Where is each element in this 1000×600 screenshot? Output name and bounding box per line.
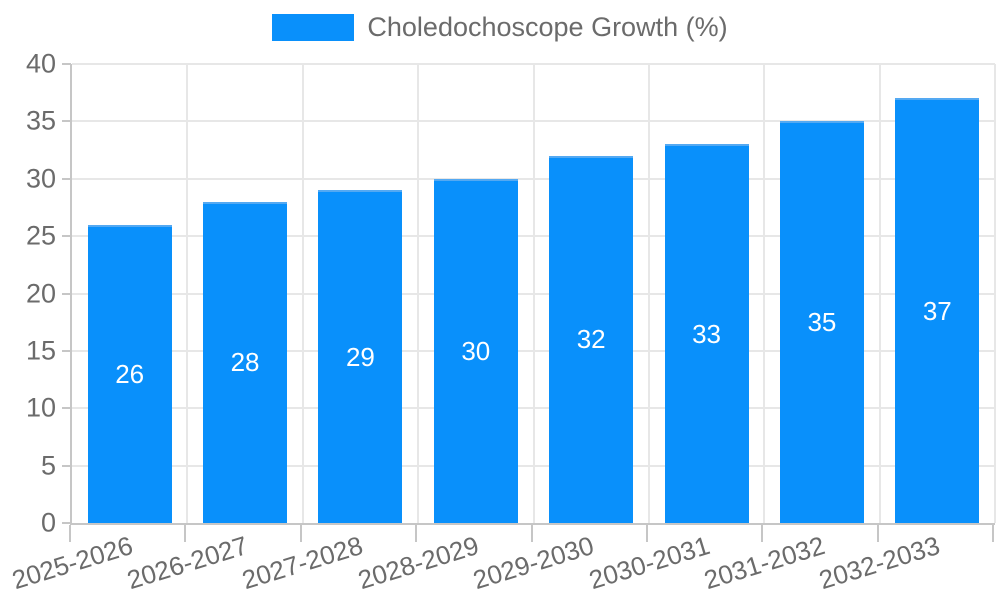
gridline-v [417, 64, 420, 523]
bar [779, 121, 864, 523]
y-axis-label: 40 [25, 48, 56, 79]
bar [318, 190, 403, 523]
x-tick [184, 525, 187, 542]
y-tick [62, 177, 71, 180]
y-axis-label: 20 [25, 278, 56, 308]
y-axis-label: 35 [25, 105, 56, 136]
bar-value-label: 35 [807, 307, 837, 338]
y-tick [62, 63, 71, 65]
legend-swatch-icon [272, 14, 355, 41]
y-axis-label: 10 [25, 392, 56, 423]
bar [203, 201, 288, 523]
bar-value-label: 29 [345, 341, 375, 372]
bar [87, 224, 172, 523]
legend-label: Choledochoscope Growth (%) [367, 12, 728, 42]
bar-value-label: 32 [576, 324, 606, 355]
bar-value-label: 37 [922, 295, 952, 326]
bar-value-label: 26 [115, 358, 145, 389]
y-tick [62, 349, 71, 352]
x-tick [299, 525, 302, 542]
bar-value-label: 28 [230, 347, 260, 378]
x-tick [761, 525, 764, 542]
plot-area: 26 28 29 30 32 33 35 37 [70, 63, 996, 525]
gridline-v [763, 64, 766, 523]
bar [433, 178, 518, 523]
bar-value-label: 33 [692, 318, 722, 349]
x-tick [530, 525, 533, 542]
bar [895, 98, 980, 523]
gridline-v [994, 64, 996, 523]
x-tick [876, 525, 879, 542]
y-tick [62, 464, 71, 467]
y-axis-label: 5 [40, 450, 56, 481]
y-tick [62, 120, 71, 123]
gridline-v [878, 64, 881, 523]
bar [549, 155, 634, 523]
y-axis-label: 30 [25, 163, 56, 194]
y-tick [62, 235, 71, 238]
y-tick [62, 522, 71, 524]
bar-value-label: 30 [461, 335, 491, 366]
gridline-v [647, 64, 650, 523]
x-tick [69, 525, 71, 542]
y-axis-label: 15 [25, 335, 56, 366]
x-tick [645, 525, 648, 542]
gridline-v [186, 64, 189, 523]
y-axis-label: 0 [40, 507, 56, 538]
gridline-v [301, 64, 304, 523]
y-tick [62, 292, 71, 295]
gridline-v [532, 64, 535, 523]
legend-item[interactable]: Choledochoscope Growth (%) [0, 14, 1000, 41]
bar [664, 144, 749, 523]
x-tick [415, 525, 418, 542]
y-axis-label: 25 [25, 220, 56, 251]
x-tick [992, 525, 994, 542]
y-tick [62, 407, 71, 410]
